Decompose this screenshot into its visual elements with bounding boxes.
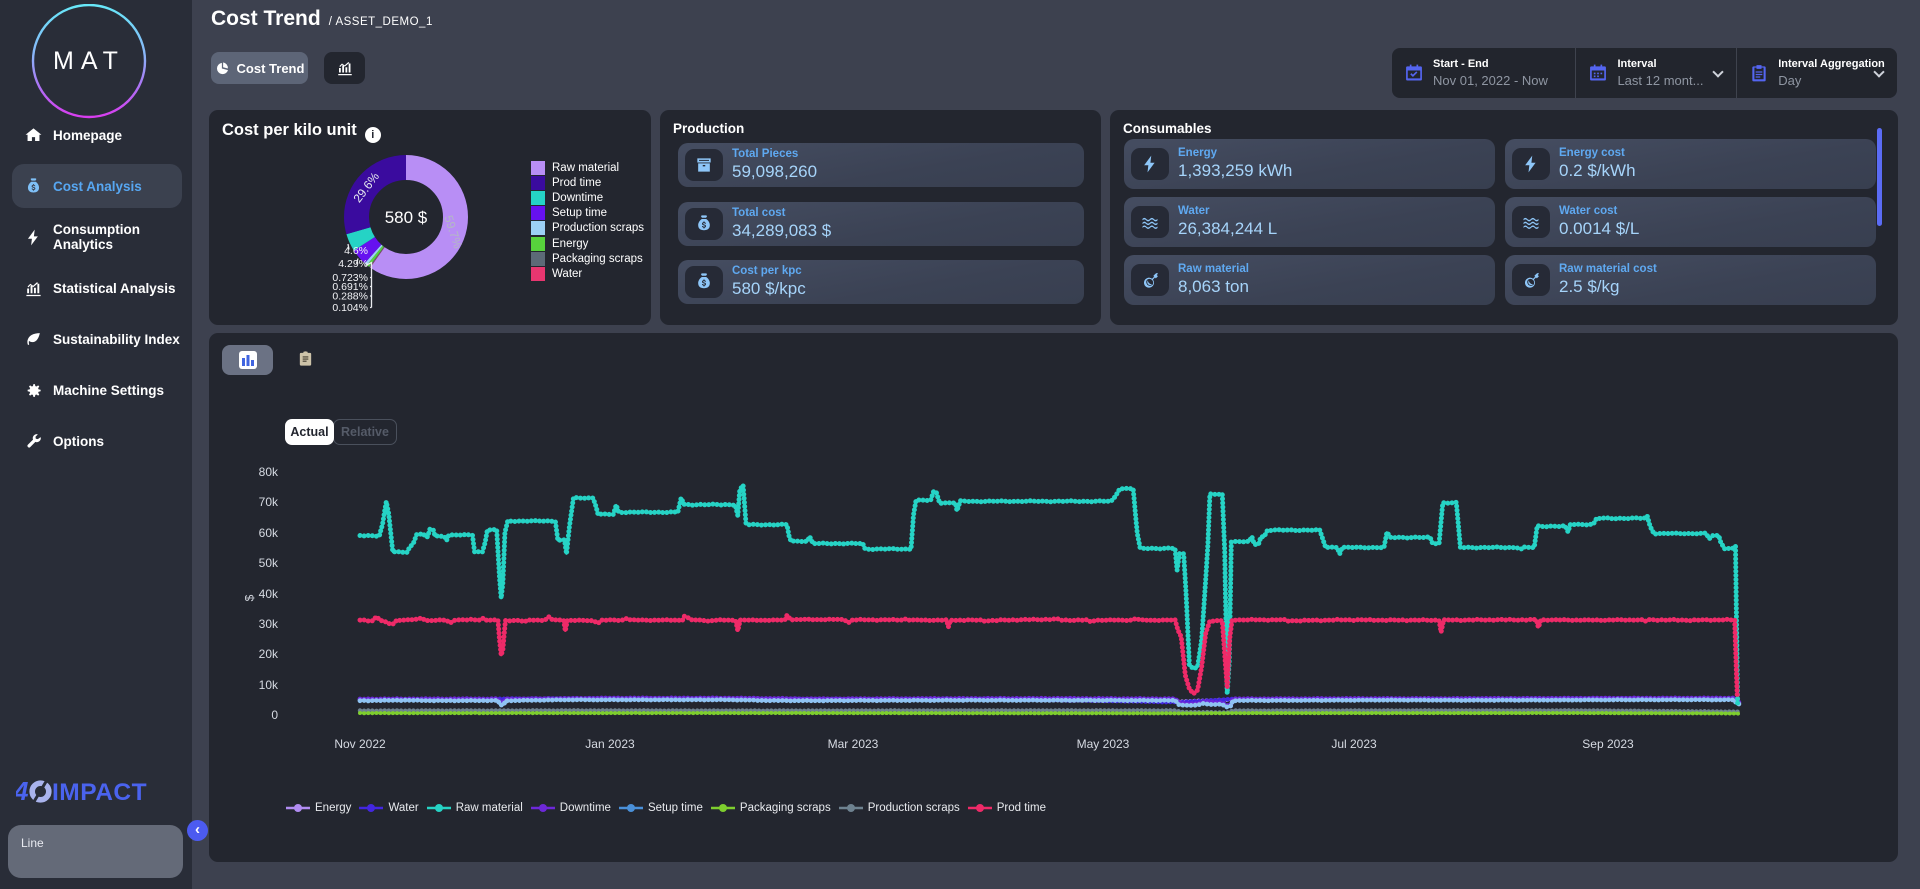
svg-text:IMPACT: IMPACT	[52, 779, 147, 805]
svg-text:MAT: MAT	[53, 47, 125, 75]
svg-text:4.6%: 4.6%	[344, 245, 368, 257]
svg-text:580 $: 580 $	[385, 208, 428, 227]
svg-text:4: 4	[16, 777, 29, 805]
svg-text:0.691%: 0.691%	[332, 281, 368, 293]
svg-text:4.29%: 4.29%	[338, 258, 368, 270]
svg-text:0.723%: 0.723%	[332, 272, 368, 284]
svg-text:0.288%: 0.288%	[332, 291, 368, 303]
svg-text:0.104%: 0.104%	[332, 302, 368, 314]
